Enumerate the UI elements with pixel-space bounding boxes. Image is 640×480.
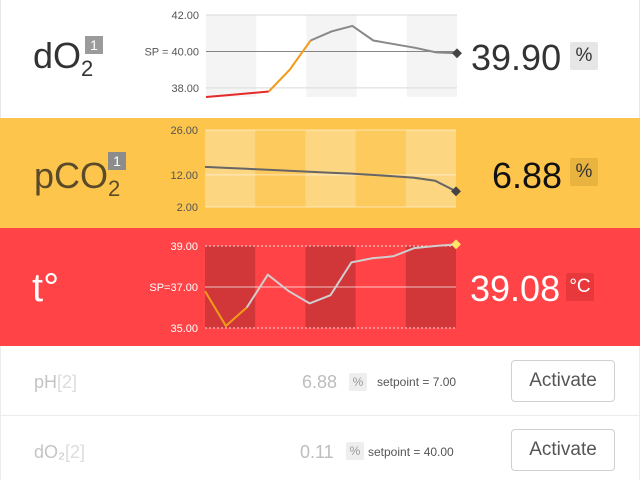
y-tick-label: 2.00 bbox=[177, 202, 198, 214]
y-tick-label: 12.00 bbox=[170, 170, 198, 182]
ph2-unit: % bbox=[349, 373, 367, 391]
temperature-unit: °C bbox=[566, 273, 594, 301]
series-line bbox=[204, 165, 457, 193]
series-line-segment bbox=[268, 39, 312, 93]
temperature-value: 39.08 bbox=[470, 268, 561, 309]
ph2-panel: pH[2] 6.88 % setpoint = 7.00 Activate bbox=[0, 346, 640, 416]
series-line-segment bbox=[204, 290, 248, 328]
pco2-unit: % bbox=[570, 158, 598, 186]
chart-stripe bbox=[357, 15, 407, 97]
y-tick-label: 39.00 bbox=[170, 241, 198, 253]
do2-name: dO2 bbox=[33, 35, 94, 81]
y-tick-label: 42.00 bbox=[171, 10, 199, 22]
do2-2-setpoint: setpoint = 40.00 bbox=[368, 445, 454, 459]
pco2-chart: 26.00 12.00 2.00 bbox=[170, 125, 461, 214]
do2-2-activate-button[interactable]: Activate bbox=[511, 429, 615, 471]
do2-chart: 42.00 38.00 SP = 40.00 bbox=[144, 10, 462, 98]
ph2-setpoint: setpoint = 7.00 bbox=[377, 375, 457, 389]
temperature-name: t° bbox=[32, 266, 60, 310]
pco2-value: 6.88 bbox=[492, 155, 563, 196]
ph2-name: pH[2] bbox=[34, 372, 78, 392]
chart-stripe bbox=[206, 15, 257, 97]
ph2-value: 6.88 bbox=[302, 372, 338, 392]
y-tick-label: 38.00 bbox=[171, 83, 199, 95]
temperature-chart: 39.00 35.00 SP=37.00 bbox=[149, 239, 461, 335]
do2-panel[interactable]: dO2 1 42.00 38.00 SP = 40.00 39.90 % bbox=[0, 0, 640, 118]
chart-stripe bbox=[406, 15, 457, 97]
setpoint-label: SP = 40.00 bbox=[144, 46, 199, 58]
do2-index-badge: 1 bbox=[85, 36, 103, 54]
series-line-segment bbox=[245, 243, 457, 309]
do2-2-value: 0.11 bbox=[300, 442, 334, 462]
y-tick-label: 35.00 bbox=[170, 323, 198, 335]
chart-stripe bbox=[305, 130, 356, 207]
chart-stripe bbox=[255, 130, 306, 207]
do2-unit: % bbox=[570, 42, 598, 70]
chart-stripe bbox=[405, 130, 456, 207]
pco2-panel[interactable]: pCO2 1 26.00 12.00 2.00 6.88 % bbox=[0, 118, 640, 228]
pco2-name: pCO2 bbox=[34, 155, 121, 201]
y-tick-label: 26.00 bbox=[170, 125, 198, 137]
chart-stripe bbox=[355, 130, 406, 207]
pco2-index-badge: 1 bbox=[108, 152, 126, 170]
ph2-activate-button[interactable]: Activate bbox=[511, 360, 615, 402]
do2-2-name: dO₂[2] bbox=[34, 442, 86, 462]
setpoint-label: SP=37.00 bbox=[149, 282, 198, 294]
series-line-segment bbox=[205, 90, 269, 98]
temperature-panel[interactable]: t° 39.00 35.00 SP=37.00 39.08 °C bbox=[0, 228, 640, 346]
chart-stripe bbox=[306, 15, 357, 97]
do2-2-unit: % bbox=[346, 442, 364, 460]
do2-value: 39.90 bbox=[471, 37, 562, 78]
series-line-segment bbox=[310, 24, 458, 55]
do2-2-panel: dO₂[2] 0.11 % setpoint = 40.00 Activate bbox=[0, 416, 640, 480]
